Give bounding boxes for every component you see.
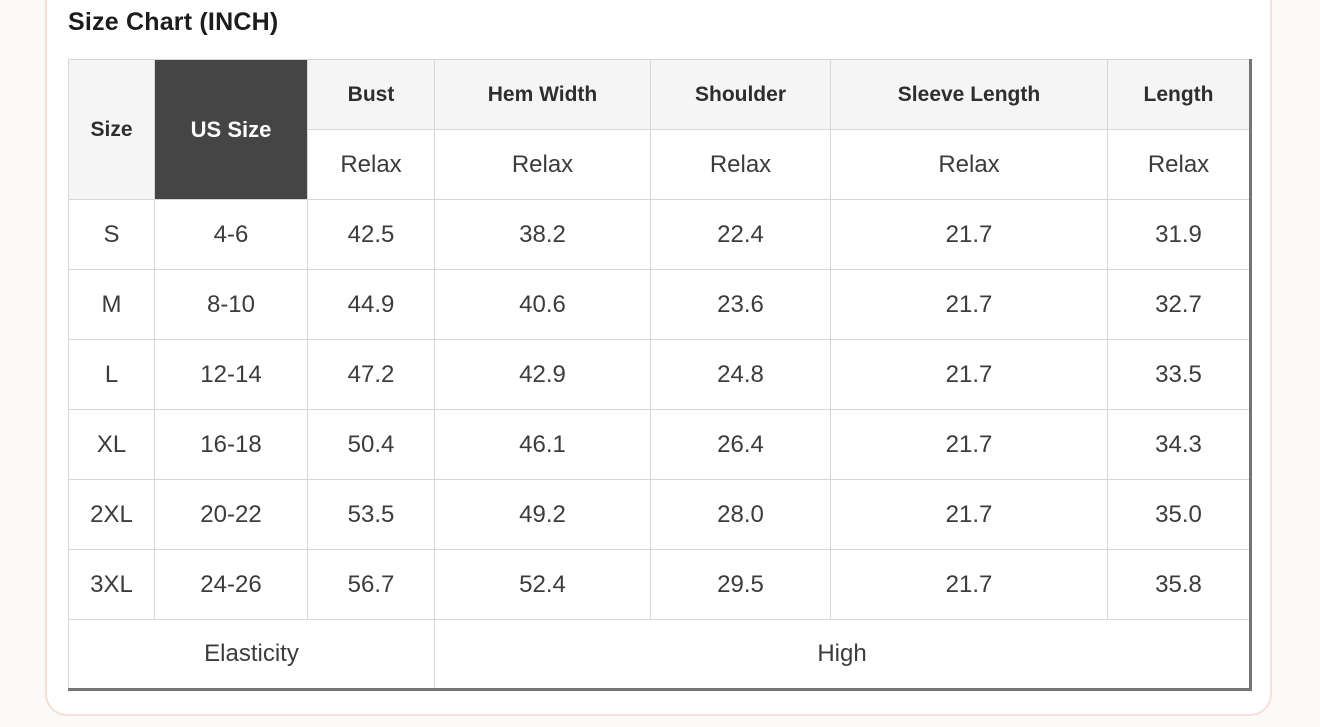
fit-cell-shoulder: Relax: [650, 129, 831, 200]
sleeve-length-cell: 21.7: [830, 339, 1108, 410]
bust-cell: 47.2: [307, 339, 435, 410]
fit-cell-hem-width: Relax: [434, 129, 651, 200]
hem-width-cell: 46.1: [434, 409, 651, 480]
col-header-hem-width: Hem Width: [434, 59, 651, 130]
size-cell: S: [68, 199, 155, 270]
table-row-m: M 8-10 44.9 40.6 23.6 21.7 32.7: [68, 269, 1251, 340]
us-size-cell: 12-14: [154, 339, 308, 410]
length-cell: 35.8: [1107, 549, 1251, 620]
size-cell: L: [68, 339, 155, 410]
table-row-2xl: 2XL 20-22 53.5 49.2 28.0 21.7 35.0: [68, 479, 1251, 550]
sleeve-length-cell: 21.7: [830, 479, 1108, 550]
fit-cell-length: Relax: [1107, 129, 1251, 200]
us-size-cell: 16-18: [154, 409, 308, 480]
us-size-cell: 20-22: [154, 479, 308, 550]
bust-cell: 56.7: [307, 549, 435, 620]
sleeve-length-cell: 21.7: [830, 269, 1108, 340]
bust-cell: 50.4: [307, 409, 435, 480]
table-row-s: S 4-6 42.5 38.2 22.4 21.7 31.9: [68, 199, 1251, 270]
size-cell: XL: [68, 409, 155, 480]
shoulder-cell: 28.0: [650, 479, 831, 550]
header-row-fit: Relax Relax Relax Relax Relax: [69, 129, 1251, 200]
us-size-cell: 4-6: [154, 199, 308, 270]
size-cell: 3XL: [68, 549, 155, 620]
us-size-cell: 24-26: [154, 549, 308, 620]
shoulder-cell: 22.4: [650, 199, 831, 270]
fit-cell-sleeve-length: Relax: [830, 129, 1108, 200]
footer-row: Elasticity High: [68, 619, 1251, 690]
length-cell: 34.3: [1107, 409, 1251, 480]
hem-width-cell: 42.9: [434, 339, 651, 410]
col-header-length: Length: [1107, 59, 1251, 130]
sleeve-length-cell: 21.7: [830, 409, 1108, 480]
bust-cell: 44.9: [307, 269, 435, 340]
col-header-sleeve-length: Sleeve Length: [830, 59, 1108, 130]
length-cell: 31.9: [1107, 199, 1251, 270]
elasticity-value: High: [434, 619, 1251, 690]
shoulder-cell: 26.4: [650, 409, 831, 480]
length-cell: 33.5: [1107, 339, 1251, 410]
shoulder-cell: 23.6: [650, 269, 831, 340]
us-size-cell: 8-10: [154, 269, 308, 340]
table-row-l: L 12-14 47.2 42.9 24.8 21.7 33.5: [68, 339, 1251, 410]
size-chart-table: Size US Size Bust Hem Width Shoulder Sle…: [68, 59, 1252, 691]
hem-width-cell: 40.6: [434, 269, 651, 340]
shoulder-cell: 24.8: [650, 339, 831, 410]
hem-width-cell: 38.2: [434, 199, 651, 270]
hem-width-cell: 52.4: [434, 549, 651, 620]
length-cell: 32.7: [1107, 269, 1251, 340]
col-header-us-size: US Size: [154, 59, 308, 200]
col-header-shoulder: Shoulder: [650, 59, 831, 130]
shoulder-cell: 29.5: [650, 549, 831, 620]
size-cell: M: [68, 269, 155, 340]
size-chart-title: Size Chart (INCH): [68, 8, 279, 36]
sleeve-length-cell: 21.7: [830, 549, 1108, 620]
table-row-xl: XL 16-18 50.4 46.1 26.4 21.7 34.3: [68, 409, 1251, 480]
sleeve-length-cell: 21.7: [830, 199, 1108, 270]
col-header-size: Size: [68, 59, 155, 200]
header-row-measures: Size US Size Bust Hem Width Shoulder Sle…: [68, 59, 1251, 200]
size-cell: 2XL: [68, 479, 155, 550]
length-cell: 35.0: [1107, 479, 1251, 550]
elasticity-label: Elasticity: [68, 619, 435, 690]
bust-cell: 42.5: [307, 199, 435, 270]
table-row-3xl: 3XL 24-26 56.7 52.4 29.5 21.7 35.8: [68, 549, 1251, 620]
bust-cell: 53.5: [307, 479, 435, 550]
col-header-bust: Bust: [307, 59, 435, 130]
fit-cell-bust: Relax: [307, 129, 435, 200]
size-chart-card: Size Chart (INCH) Size US Size Bust Hem …: [45, 0, 1272, 716]
hem-width-cell: 49.2: [434, 479, 651, 550]
